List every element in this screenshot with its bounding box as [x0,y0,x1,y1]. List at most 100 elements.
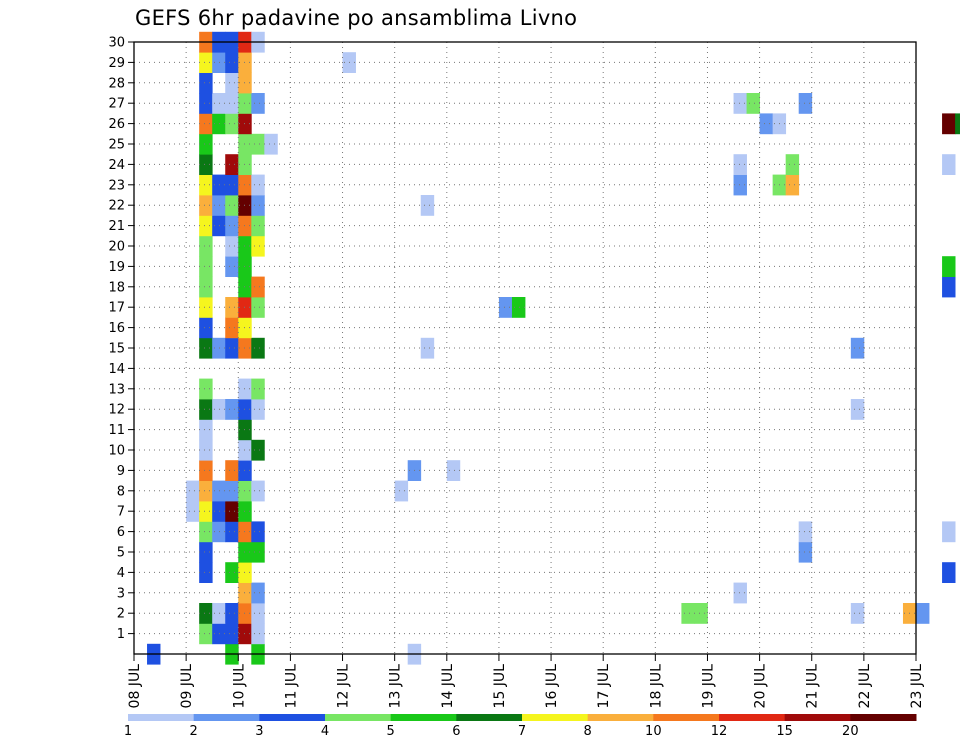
x-tick-label: 11 JUL [283,664,299,709]
colorbar-label: 1 [124,724,132,739]
y-tick-label: 22 [108,199,125,214]
heatmap-cell [225,623,239,645]
heatmap-cell [955,113,960,135]
heatmap-cell [251,623,265,645]
colorbar-swatch [784,714,851,721]
heatmap-cell [681,603,695,624]
y-tick-label: 19 [108,260,125,275]
heatmap-cell [733,154,747,175]
heatmap-cell [199,133,213,155]
heatmap-cell [746,93,760,114]
heatmap-cell [199,276,213,298]
heatmap-cell [225,195,239,216]
heatmap-cell [199,419,213,441]
heatmap-cell [199,317,213,339]
heatmap-cell [199,378,213,400]
heatmap-cell [942,113,956,135]
heatmap-cell [199,52,213,73]
heatmap-cell [394,480,409,502]
heatmap-cell [212,623,226,645]
heatmap-cell [199,623,213,645]
heatmap-cell [225,317,239,339]
heatmap-cell [212,501,226,522]
colorbar-label: 12 [711,724,728,739]
heatmap-cell [212,195,226,216]
heatmap-cell [251,582,265,604]
heatmap-cell [199,195,213,216]
colorbar-label: 20 [842,724,859,739]
heatmap-cell [785,154,800,175]
heatmap-cell [251,297,265,318]
colorbar-swatch [259,714,326,721]
y-tick-label: 18 [108,280,125,295]
heatmap-cell [199,174,213,196]
x-tick-label: 20 JUL [753,664,769,709]
heatmap-cell [212,174,226,196]
x-tick-label: 15 JUL [492,664,508,709]
colorbar-swatch [587,714,654,721]
colorbar-label: 15 [776,724,793,739]
heatmap-cell [225,72,239,94]
heatmap-cell [225,603,239,624]
colorbar-swatch [850,714,917,721]
gridlines [134,42,916,654]
x-tick-label: 10 JUL [231,664,247,709]
heatmap-cell [199,337,213,359]
y-tick-label: 29 [108,56,125,71]
x-tick-label: 19 JUL [700,664,716,709]
heatmap-cell [225,480,239,502]
colorbar-swatch [390,714,457,721]
heatmap-cell [225,399,239,420]
y-tick-label: 15 [108,342,125,357]
heatmap-cell [251,337,265,359]
heatmap-cell [199,113,213,135]
heatmap-cell [199,72,213,94]
heatmap-cell [733,174,747,196]
heatmap-cell [511,297,526,318]
heatmap-cell [199,256,213,277]
colorbar-label: 10 [645,724,662,739]
heatmap-cell [850,337,865,359]
heatmap-cell [225,154,239,175]
heatmap-cell [251,603,265,624]
y-tick-label: 12 [108,403,125,418]
heatmap-cell [225,337,239,359]
colorbar-label: 7 [518,724,526,739]
heatmap-cell [199,215,213,237]
heatmap-cell [199,603,213,624]
heatmap-cell [251,276,265,298]
y-tick-label: 25 [108,138,125,153]
colorbar-swatch [653,714,720,721]
colorbar-label: 6 [452,724,460,739]
heatmap-cell [199,460,213,481]
heatmap-cell [733,93,747,114]
heatmap-cell [942,256,956,277]
y-tick-label: 27 [108,97,125,112]
heatmap-cell [251,541,265,563]
heatmap-cell [199,439,213,461]
y-tick-label: 8 [117,484,125,499]
y-tick-label: 13 [108,382,125,397]
heatmap-cell [225,174,239,196]
heatmap-cell [225,562,239,583]
heatmap-cell [251,378,265,400]
heatmap-cell [251,215,265,237]
colorbar-swatch [719,714,786,721]
heatmap-cell [251,174,265,196]
y-tick-label: 9 [117,464,125,479]
heatmap-cell [212,215,226,237]
heatmap-cell [251,133,265,155]
y-tick-label: 11 [108,423,125,438]
colorbar: 1 2 3 4 5 6 7 8 10 12 15 20 [124,714,917,739]
heatmap-cell [225,215,239,237]
y-tick-label: 17 [108,301,125,316]
heatmap-cell [850,603,865,624]
heatmap-cell [498,297,513,318]
colorbar-swatch [522,714,589,721]
y-tick-label: 2 [117,607,125,622]
heatmap-cell [733,582,747,604]
colorbar-label: 5 [387,724,395,739]
y-tick-label: 7 [117,505,125,520]
chart-title: GEFS 6hr padavine po ansamblima Livno [135,6,578,30]
